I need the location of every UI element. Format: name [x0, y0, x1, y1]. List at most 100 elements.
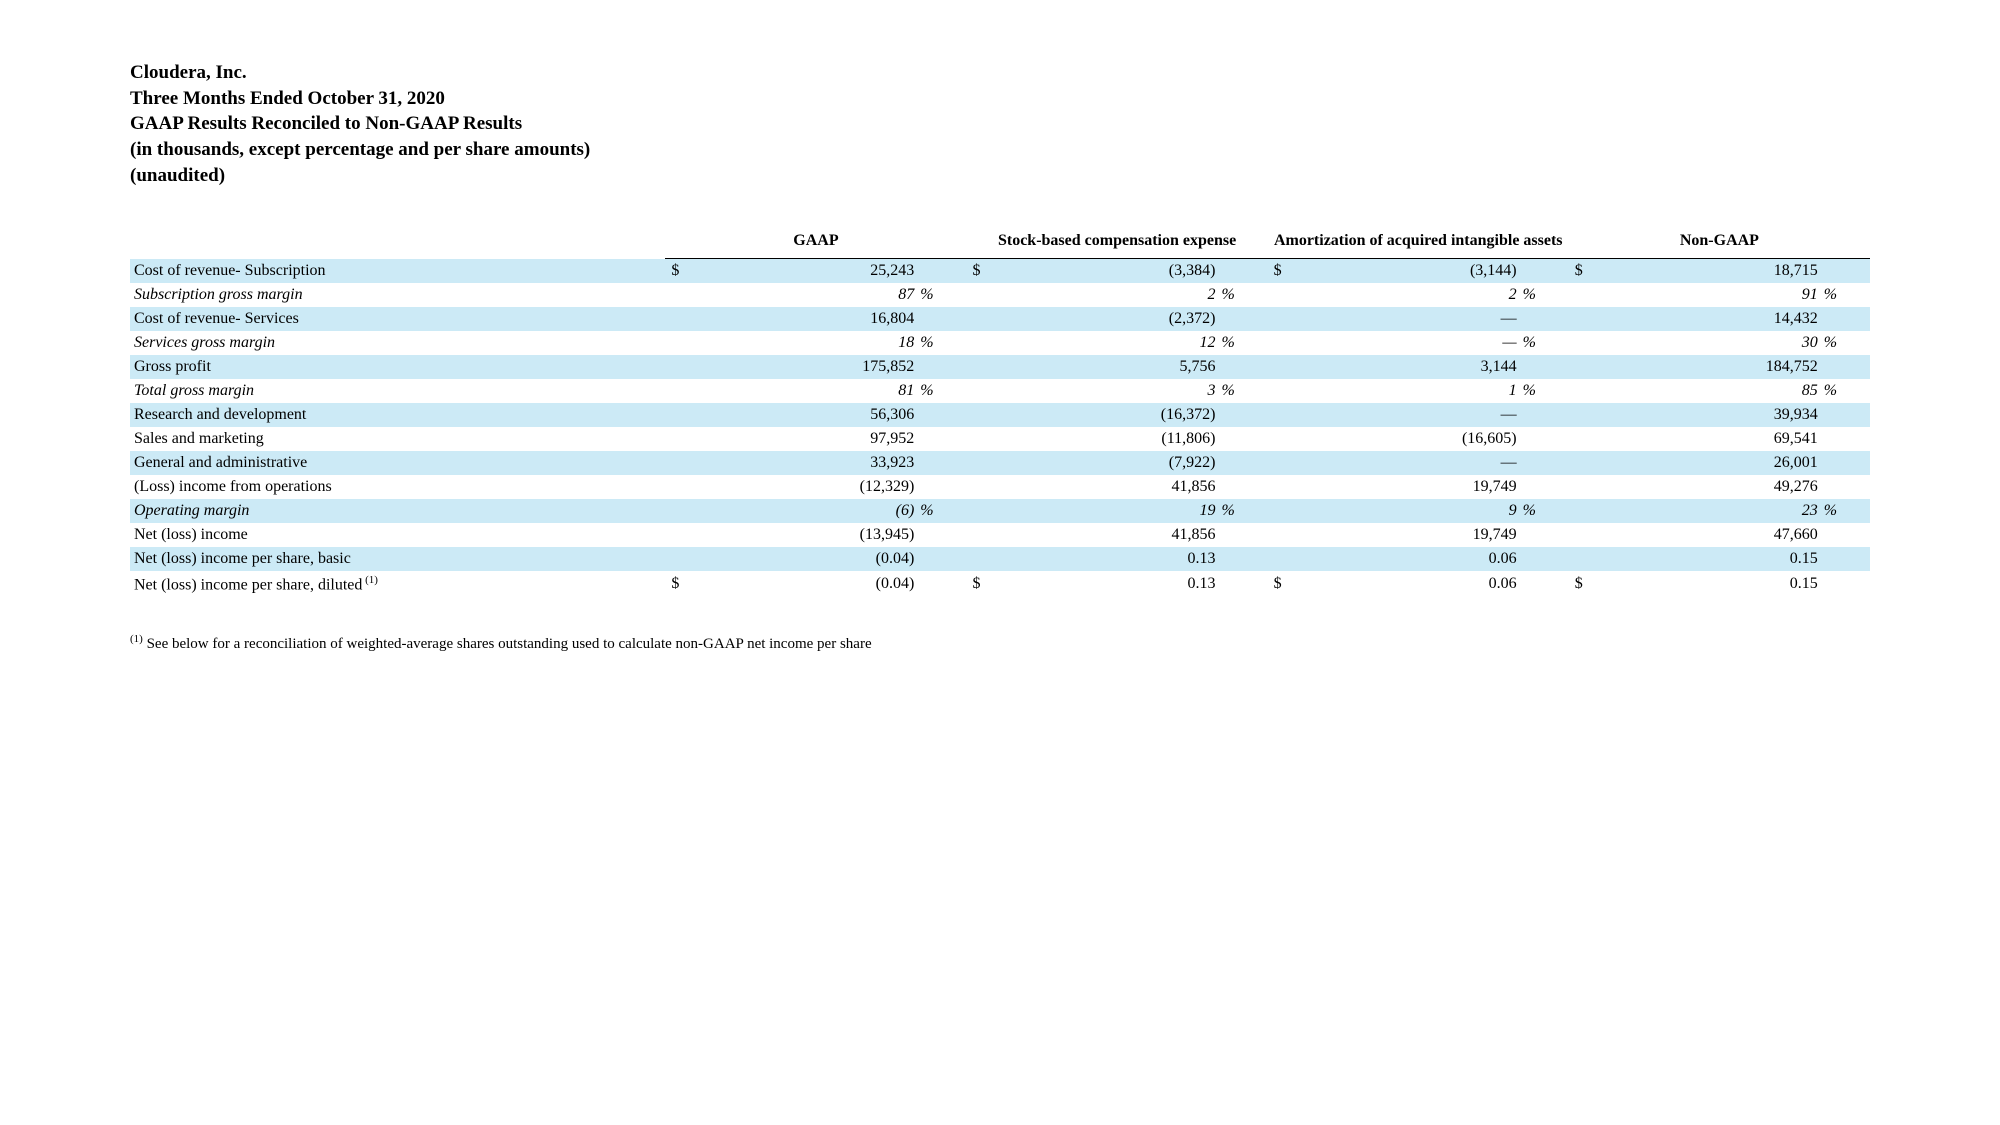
cell-value: (3,144): [1318, 259, 1519, 284]
cell-value: 97,952: [716, 427, 917, 451]
currency-symbol: [967, 451, 1017, 475]
cell-pct: [1519, 403, 1569, 427]
currency-symbol: [665, 403, 715, 427]
cell-value: 3,144: [1318, 355, 1519, 379]
cell-pct: %: [1820, 499, 1870, 523]
company-name: Cloudera, Inc.: [130, 60, 1870, 86]
cell-value: 23: [1619, 499, 1820, 523]
currency-symbol: $: [967, 259, 1017, 284]
cell-pct: [916, 523, 966, 547]
cell-pct: [1820, 547, 1870, 571]
cell-value: 87: [716, 283, 917, 307]
currency-symbol: [1268, 451, 1318, 475]
cell-value: 19: [1017, 499, 1218, 523]
report-title: GAAP Results Reconciled to Non-GAAP Resu…: [130, 111, 1870, 137]
cell-value: (0.04): [716, 547, 917, 571]
currency-symbol: [1569, 523, 1619, 547]
currency-symbol: [1569, 403, 1619, 427]
row-label: Services gross margin: [130, 331, 665, 355]
cell-value: 33,923: [716, 451, 917, 475]
table-row: Research and development56,306(16,372)—3…: [130, 403, 1870, 427]
currency-symbol: [1268, 403, 1318, 427]
cell-pct: [1820, 259, 1870, 284]
table-row: Cost of revenue- Services16,804(2,372)—1…: [130, 307, 1870, 331]
cell-value: 25,243: [716, 259, 917, 284]
table-row: Net (loss) income per share, basic (0.04)…: [130, 547, 1870, 571]
currency-symbol: [665, 379, 715, 403]
cell-pct: [1519, 571, 1569, 597]
currency-symbol: [1569, 499, 1619, 523]
currency-symbol: $: [1268, 259, 1318, 284]
currency-symbol: [1268, 475, 1318, 499]
cell-value: 19,749: [1318, 523, 1519, 547]
units: (in thousands, except percentage and per…: [130, 137, 1870, 163]
currency-symbol: [665, 355, 715, 379]
currency-symbol: [1569, 331, 1619, 355]
cell-pct: [1217, 523, 1267, 547]
cell-value: 91: [1619, 283, 1820, 307]
footnote-text: See below for a reconciliation of weight…: [143, 636, 872, 652]
row-label: Gross profit: [130, 355, 665, 379]
cell-value: 19,749: [1318, 475, 1519, 499]
cell-value: 2: [1318, 283, 1519, 307]
cell-pct: [1519, 547, 1569, 571]
cell-pct: %: [916, 499, 966, 523]
cell-value: 69,541: [1619, 427, 1820, 451]
cell-pct: [1820, 355, 1870, 379]
row-label: Net (loss) income per share, basic: [130, 547, 665, 571]
row-label: Total gross margin: [130, 379, 665, 403]
table-row: Operating margin(6)%19%9%23%: [130, 499, 1870, 523]
cell-value: (7,922): [1017, 451, 1218, 475]
row-label: Operating margin: [130, 499, 665, 523]
cell-value: —: [1318, 331, 1519, 355]
cell-value: 49,276: [1619, 475, 1820, 499]
cell-value: (16,605): [1318, 427, 1519, 451]
cell-pct: [1217, 259, 1267, 284]
cell-value: (2,372): [1017, 307, 1218, 331]
cell-value: 85: [1619, 379, 1820, 403]
cell-value: —: [1318, 403, 1519, 427]
cell-pct: [1217, 451, 1267, 475]
cell-pct: [916, 307, 966, 331]
table-row: Subscription gross margin87%2%2%91%: [130, 283, 1870, 307]
cell-pct: %: [916, 379, 966, 403]
cell-pct: [1820, 475, 1870, 499]
currency-symbol: [1268, 547, 1318, 571]
cell-value: 184,752: [1619, 355, 1820, 379]
cell-pct: [1217, 547, 1267, 571]
cell-value: 39,934: [1619, 403, 1820, 427]
currency-symbol: [665, 547, 715, 571]
cell-value: —: [1318, 451, 1519, 475]
currency-symbol: [967, 331, 1017, 355]
cell-pct: %: [1820, 379, 1870, 403]
footnote-marker: (1): [130, 633, 143, 645]
row-label: Research and development: [130, 403, 665, 427]
cell-value: 12: [1017, 331, 1218, 355]
cell-pct: %: [1217, 379, 1267, 403]
currency-symbol: $: [665, 571, 715, 597]
currency-symbol: [665, 427, 715, 451]
cell-pct: [1217, 427, 1267, 451]
cell-value: (6): [716, 499, 917, 523]
cell-value: 175,852: [716, 355, 917, 379]
currency-symbol: [1268, 307, 1318, 331]
cell-value: (12,329): [716, 475, 917, 499]
currency-symbol: [665, 523, 715, 547]
cell-pct: %: [1820, 331, 1870, 355]
currency-symbol: [967, 523, 1017, 547]
row-label: General and administrative: [130, 451, 665, 475]
currency-symbol: [1268, 355, 1318, 379]
cell-value: 26,001: [1619, 451, 1820, 475]
currency-symbol: [967, 307, 1017, 331]
cell-pct: [1519, 523, 1569, 547]
audited-status: (unaudited): [130, 163, 1870, 189]
cell-pct: %: [1217, 283, 1267, 307]
currency-symbol: [665, 283, 715, 307]
currency-symbol: [1268, 283, 1318, 307]
col-amort: Amortization of acquired intangible asse…: [1268, 228, 1569, 259]
currency-symbol: [1268, 523, 1318, 547]
currency-symbol: [1569, 547, 1619, 571]
col-nongaap: Non-GAAP: [1569, 228, 1870, 259]
table-row: Cost of revenue- Subscription$25,243$(3,…: [130, 259, 1870, 284]
cell-pct: [1820, 523, 1870, 547]
